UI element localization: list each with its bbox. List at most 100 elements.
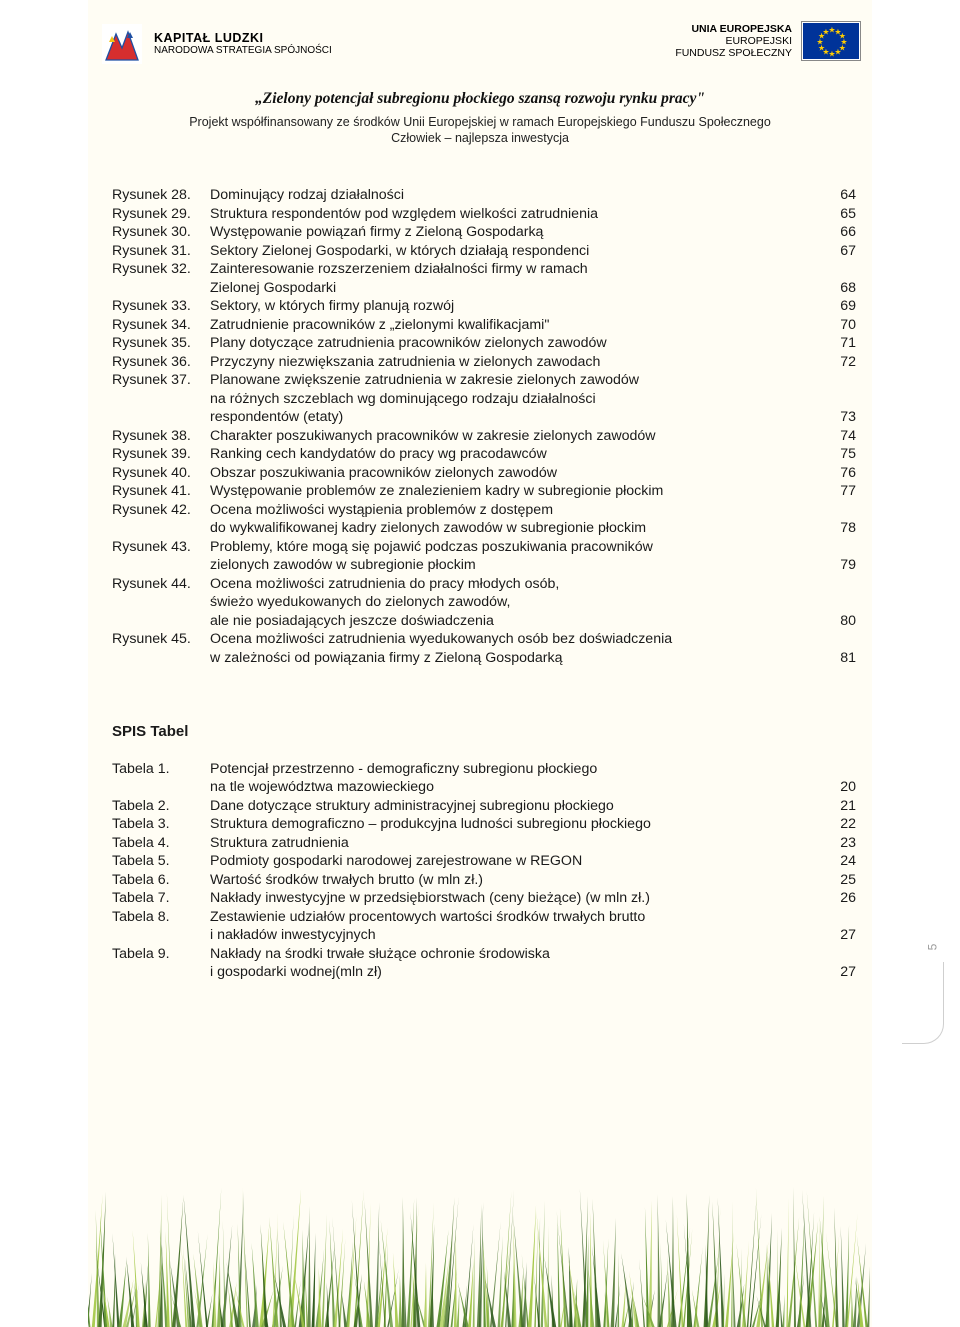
table-page: 20 [826,778,856,797]
eu-line1: UNIA EUROPEJSKA [691,23,792,35]
figure-desc: Charakter poszukiwanych pracowników w za… [210,427,826,446]
figure-row: Rysunek 33.Sektory, w których firmy plan… [112,297,856,316]
figure-row-cont: na różnych szczeblach wg dominującego ro… [112,390,856,409]
table-row: Tabela 4.Struktura zatrudnienia23 [112,834,856,853]
figure-desc: Ocena możliwości zatrudnienia wyedukowan… [210,630,826,649]
table-desc: na tle województwa mazowieckiego [210,778,826,797]
project-subtitle-1: Projekt współfinansowany ze środków Unii… [100,114,860,130]
figure-desc: Zainteresowanie rozszerzeniem działalnoś… [210,260,826,279]
table-row: Tabela 2.Dane dotyczące struktury admini… [112,797,856,816]
table-page: 27 [826,926,856,945]
page-number-decoration [902,962,944,1044]
table-desc: Struktura zatrudnienia [210,834,826,853]
figure-page [826,593,856,612]
figure-label: Rysunek 36. [112,353,210,372]
figure-label: Rysunek 45. [112,630,210,649]
figure-desc: Zielonej Gospodarki [210,279,826,298]
figure-desc: w zależności od powiązania firmy z Zielo… [210,649,826,668]
figure-label: Rysunek 29. [112,205,210,224]
figure-desc: Przyczyny niezwiększania zatrudnienia w … [210,353,826,372]
eu-flag-icon: ★★★★★★★★★★★★ [802,22,860,60]
figure-page: 66 [826,223,856,242]
figure-row: Rysunek 30.Występowanie powiązań firmy z… [112,223,856,242]
figure-page: 81 [826,649,856,668]
logo-kapital-ludzki: KAPITAŁ LUDZKI NARODOWA STRATEGIA SPÓJNO… [100,22,332,66]
table-row-cont: i gospodarki wodnej(mln zł)27 [112,963,856,982]
logo-eu: UNIA EUROPEJSKA EUROPEJSKI FUNDUSZ SPOŁE… [675,22,860,60]
figure-label: Rysunek 32. [112,260,210,279]
figure-label: Rysunek 39. [112,445,210,464]
table-desc: i gospodarki wodnej(mln zł) [210,963,826,982]
figure-row: Rysunek 42.Ocena możliwości wystąpienia … [112,501,856,520]
figure-label: Rysunek 31. [112,242,210,261]
table-desc: Struktura demograficzno – produkcyjna lu… [210,815,826,834]
figure-desc: zielonych zawodów w subregionie płockim [210,556,826,575]
figure-label: Rysunek 41. [112,482,210,501]
figure-page: 69 [826,297,856,316]
figure-page: 67 [826,242,856,261]
figure-row: Rysunek 28.Dominujący rodzaj działalnośc… [112,186,856,205]
figure-row: Rysunek 39.Ranking cech kandydatów do pr… [112,445,856,464]
figure-row: Rysunek 37.Planowane zwiększenie zatrudn… [112,371,856,390]
table-desc: Zestawienie udziałów procentowych wartoś… [210,908,826,927]
table-page: 23 [826,834,856,853]
figure-page: 64 [826,186,856,205]
figure-desc: Ocena możliwości wystąpienia problemów z… [210,501,826,520]
table-page: 25 [826,871,856,890]
figure-row: Rysunek 32.Zainteresowanie rozszerzeniem… [112,260,856,279]
figure-page: 68 [826,279,856,298]
table-row-cont: i nakładów inwestycyjnych27 [112,926,856,945]
eu-line2: EUROPEJSKI [725,35,792,47]
figure-row-cont: do wykwalifikowanej kadry zielonych zawo… [112,519,856,538]
figure-row: Rysunek 34.Zatrudnienie pracowników z „z… [112,316,856,335]
table-row: Tabela 7.Nakłady inwestycyjne w przedsię… [112,889,856,908]
table-desc: Dane dotyczące struktury administracyjne… [210,797,826,816]
project-subtitle-2: Człowiek – najlepsza inwestycja [100,130,860,146]
page-number: 5 [926,944,940,951]
figure-page: 78 [826,519,856,538]
table-page: 27 [826,963,856,982]
figure-row-cont: ale nie posiadających jeszcze doświadcze… [112,612,856,631]
figure-desc: na różnych szczeblach wg dominującego ro… [210,390,826,409]
tables-section-title: SPIS Tabel [112,723,856,742]
table-label: Tabela 9. [112,945,210,964]
figure-desc: Ranking cech kandydatów do pracy wg prac… [210,445,826,464]
table-row: Tabela 1.Potencjał przestrzenno - demogr… [112,760,856,779]
figure-row: Rysunek 44.Ocena możliwości zatrudnienia… [112,575,856,594]
table-page: 22 [826,815,856,834]
table-label: Tabela 1. [112,760,210,779]
figure-row: Rysunek 45.Ocena możliwości zatrudnienia… [112,630,856,649]
figure-desc: respondentów (etaty) [210,408,826,427]
figure-page: 65 [826,205,856,224]
kl-logo-icon [100,22,144,66]
page-header: KAPITAŁ LUDZKI NARODOWA STRATEGIA SPÓJNO… [100,22,860,82]
figure-desc: Struktura respondentów pod względem wiel… [210,205,826,224]
project-title-block: „Zielony potencjał subregionu płockiego … [100,90,860,146]
table-row: Tabela 3.Struktura demograficzno – produ… [112,815,856,834]
figure-desc: do wykwalifikowanej kadry zielonych zawo… [210,519,826,538]
table-page: 26 [826,889,856,908]
table-desc: Nakłady inwestycyjne w przedsiębiorstwac… [210,889,826,908]
table-label: Tabela 5. [112,852,210,871]
figure-page: 77 [826,482,856,501]
figure-label: Rysunek 34. [112,316,210,335]
table-label: Tabela 7. [112,889,210,908]
figure-desc: Plany dotyczące zatrudnienia pracowników… [210,334,826,353]
table-row-cont: na tle województwa mazowieckiego20 [112,778,856,797]
figure-desc: Problemy, które mogą się pojawić podczas… [210,538,826,557]
figure-row-cont: w zależności od powiązania firmy z Zielo… [112,649,856,668]
figure-page: 79 [826,556,856,575]
figure-desc: Ocena możliwości zatrudnienia do pracy m… [210,575,826,594]
table-label: Tabela 3. [112,815,210,834]
figure-row: Rysunek 36.Przyczyny niezwiększania zatr… [112,353,856,372]
table-row: Tabela 9.Nakłady na środki trwałe służąc… [112,945,856,964]
figure-desc: Dominujący rodzaj działalności [210,186,826,205]
figure-row-cont: respondentów (etaty)73 [112,408,856,427]
grass-footer-graphic [88,1182,872,1327]
figure-row-cont: świeżo wyedukowanych do zielonych zawodó… [112,593,856,612]
eu-line3: FUNDUSZ SPOŁECZNY [675,47,792,59]
figure-page: 71 [826,334,856,353]
figure-desc: Występowanie problemów ze znalezieniem k… [210,482,826,501]
figure-row: Rysunek 40.Obszar poszukiwania pracownik… [112,464,856,483]
figure-row: Rysunek 43.Problemy, które mogą się poja… [112,538,856,557]
